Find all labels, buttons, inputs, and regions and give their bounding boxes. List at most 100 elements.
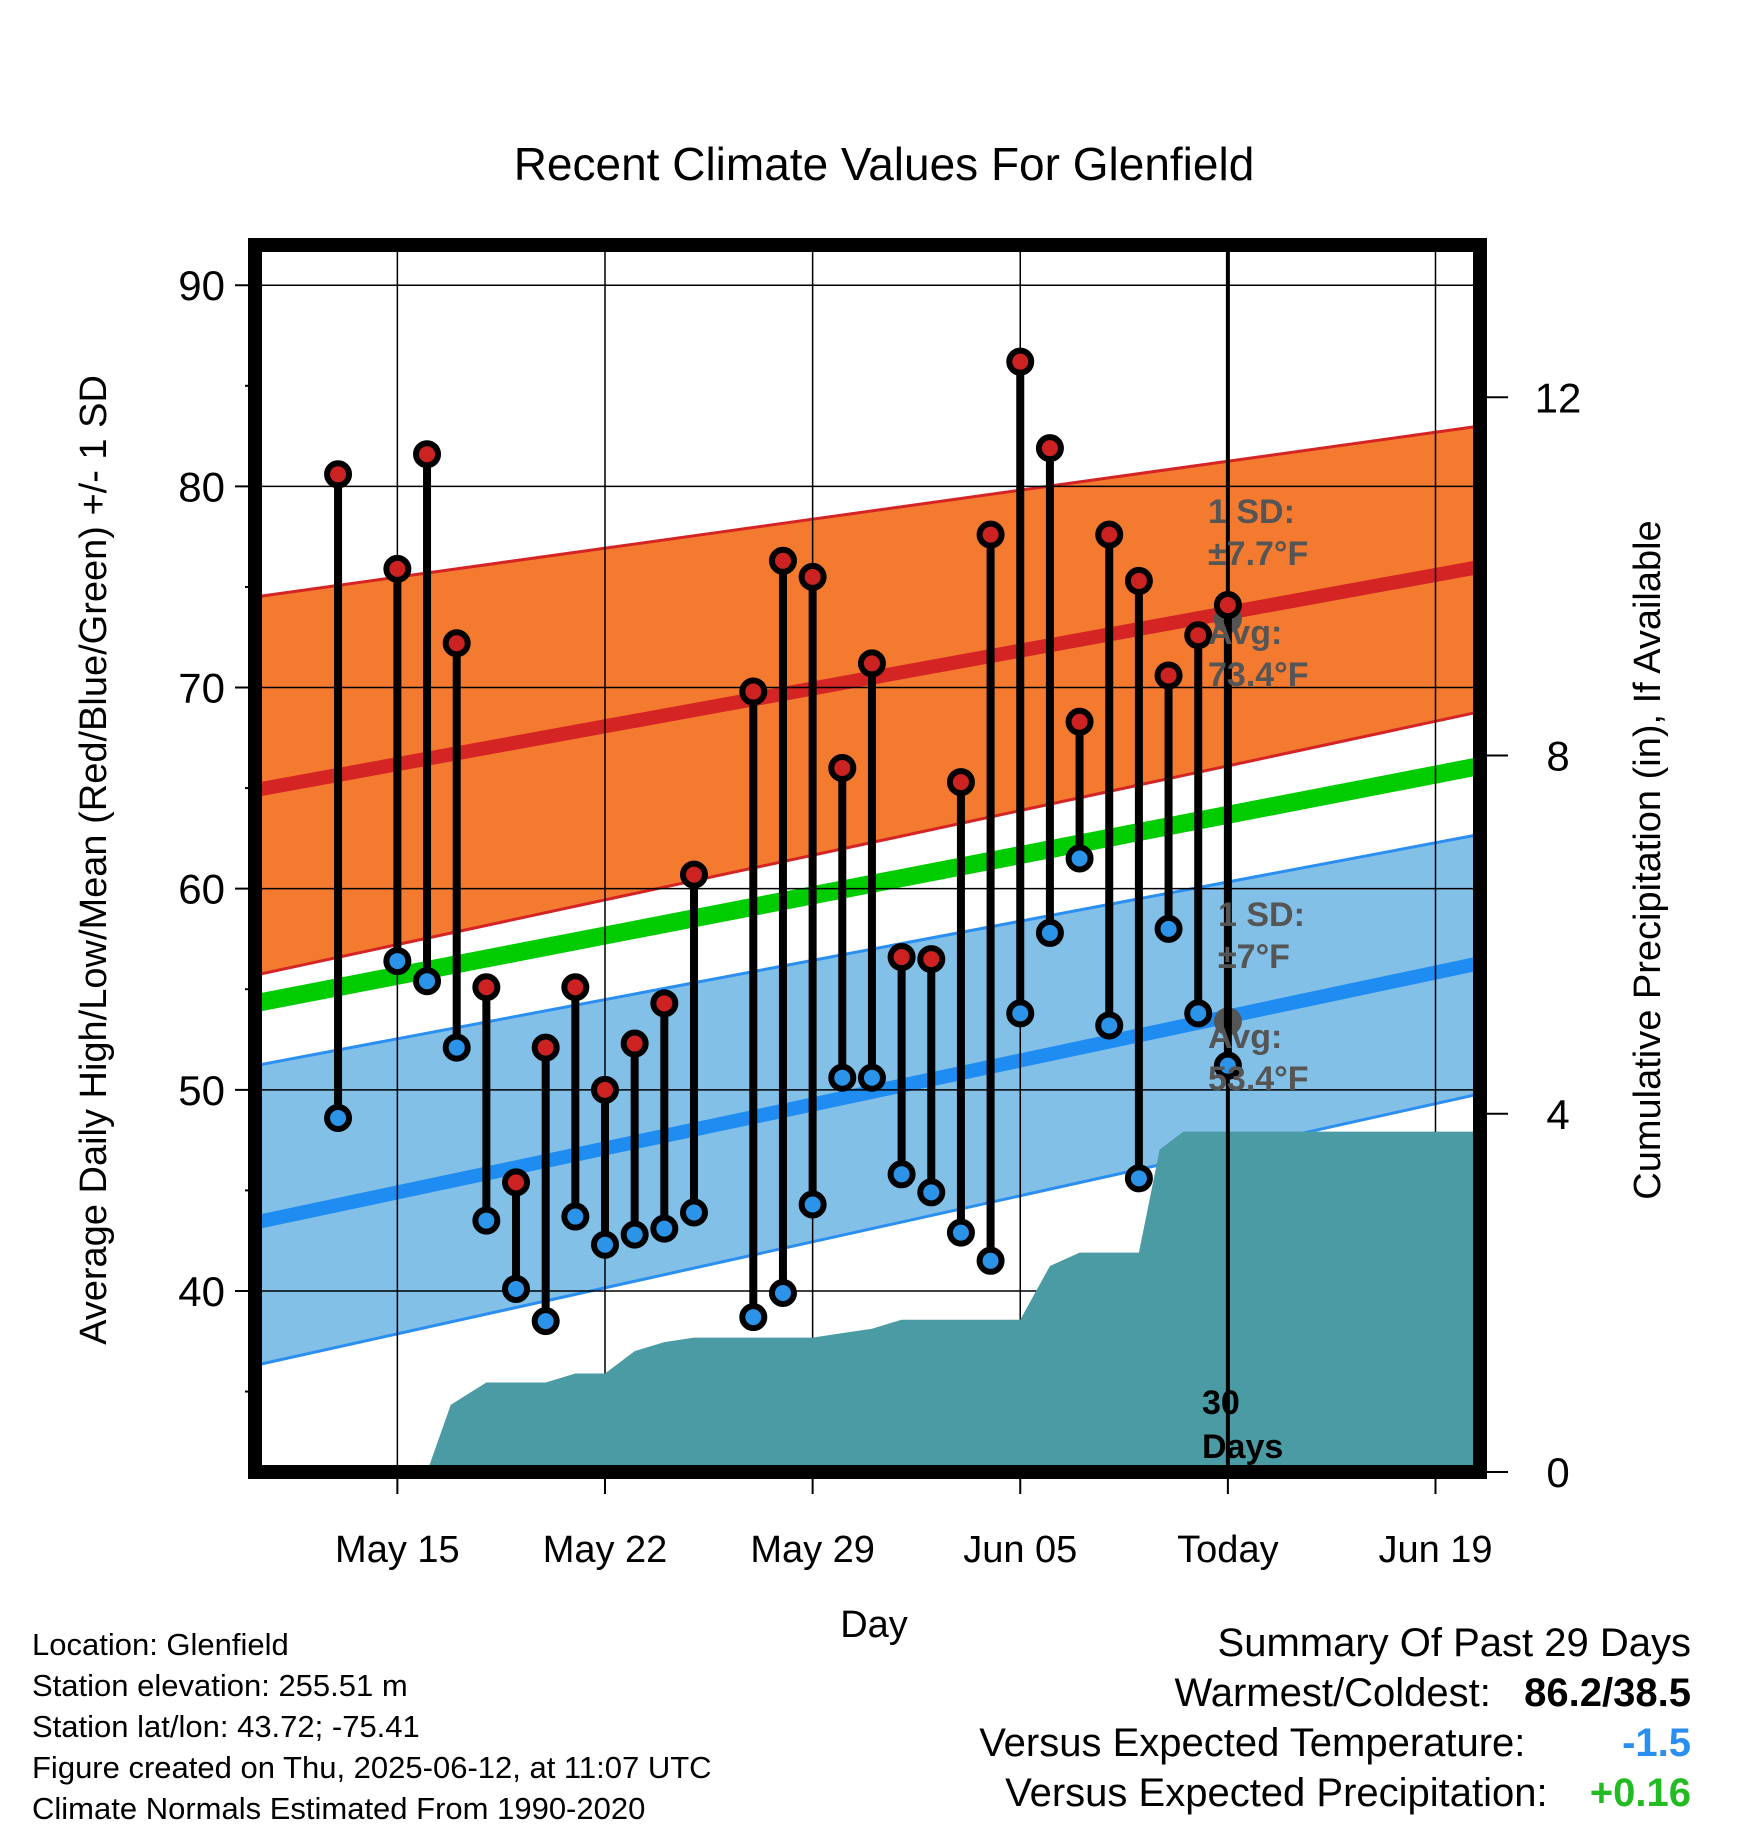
- high-sd-label: 1 SD:: [1208, 493, 1295, 531]
- daily-high-point: [1065, 707, 1094, 736]
- daily-low-point: [502, 1274, 531, 1303]
- daily-low-point: [917, 1178, 946, 1207]
- daily-high-point: [1184, 621, 1213, 650]
- x-tick-label: May 15: [335, 1529, 460, 1571]
- daily-high-point: [798, 562, 827, 591]
- daily-bars-layer: [324, 347, 1242, 1336]
- summary-row-warmest: Warmest/Coldest: 86.2/38.5: [979, 1668, 1691, 1718]
- x-axis-label: Day: [840, 1604, 908, 1646]
- y-tick-label: 50: [178, 1067, 225, 1114]
- temp-anomaly-label: Versus Expected Temperature:: [979, 1721, 1526, 1765]
- y-tick-label: 60: [178, 866, 225, 913]
- low-avg-value: 53.4°F: [1208, 1060, 1309, 1098]
- daily-high-point: [1035, 434, 1064, 463]
- y-axis-label: Average Daily High/Low/Mean (Red/Blue/Gr…: [73, 375, 115, 1345]
- daily-high-point: [828, 753, 857, 782]
- daily-low-point: [442, 1033, 471, 1062]
- daily-high-point: [1213, 591, 1242, 620]
- daily-high-point: [917, 945, 946, 974]
- low-average-line: [253, 956, 1482, 1230]
- daily-low-point: [561, 1202, 590, 1231]
- daily-high-point: [1154, 661, 1183, 690]
- daily-low-point: [798, 1190, 827, 1219]
- daily-low-point: [413, 967, 442, 996]
- daily-high-point: [472, 973, 501, 1002]
- x-tick-label: Jun 19: [1378, 1529, 1492, 1571]
- daily-low-point: [1035, 918, 1064, 947]
- daily-low-point: [1006, 999, 1035, 1028]
- daily-high-point: [650, 989, 679, 1018]
- location-text: Location: Glenfield: [32, 1627, 289, 1662]
- y2-tick-label: 0: [1546, 1449, 1569, 1496]
- y-tick-label: 90: [178, 262, 225, 309]
- precip-anomaly-value: +0.16: [1589, 1771, 1691, 1815]
- daily-low-point: [472, 1206, 501, 1235]
- daily-low-point: [887, 1160, 916, 1189]
- daily-low-point: [679, 1198, 708, 1227]
- daily-low-point: [976, 1246, 1005, 1275]
- x-tick-label: May 29: [750, 1529, 875, 1571]
- cumulative-precip-area: [397, 1131, 1480, 1472]
- y-tick-label: 80: [178, 463, 225, 510]
- daily-high-point: [591, 1075, 619, 1104]
- daily-low-point: [1213, 1051, 1242, 1080]
- daily-high-point: [976, 520, 1005, 549]
- x-tick-label: May 22: [543, 1529, 668, 1571]
- daily-high-point: [679, 860, 708, 889]
- normals-period-text: Climate Normals Estimated From 1990-2020: [32, 1791, 646, 1826]
- low-avg-label: Avg:: [1208, 1018, 1282, 1056]
- precip-area-layer: [397, 1131, 1480, 1472]
- today-days-label-line: 30: [1202, 1384, 1240, 1422]
- y2-tick-label: 4: [1546, 1091, 1569, 1138]
- daily-high-point: [946, 768, 975, 797]
- daily-high-point: [857, 649, 886, 678]
- daily-high-point: [502, 1168, 531, 1197]
- summary-panel: Summary Of Past 29 Days Warmest/Coldest:…: [979, 1618, 1691, 1818]
- latlon-text: Station lat/lon: 43.72; -75.41: [32, 1709, 420, 1744]
- daily-low-point: [620, 1220, 649, 1249]
- daily-low-point: [324, 1103, 353, 1132]
- x-tick-label: Jun 05: [963, 1529, 1077, 1571]
- y2-tick-label: 12: [1535, 374, 1582, 421]
- daily-low-point: [531, 1307, 560, 1336]
- daily-low-point: [828, 1063, 857, 1092]
- created-text: Figure created on Thu, 2025-06-12, at 11…: [32, 1750, 712, 1785]
- today-days-label-line: Days: [1202, 1428, 1283, 1466]
- chart-title: Recent Climate Values For Glenfield: [514, 138, 1255, 190]
- daily-low-point: [1184, 999, 1213, 1028]
- daily-high-point: [413, 440, 442, 469]
- warmest-coldest-label: Warmest/Coldest:: [1174, 1671, 1491, 1715]
- daily-high-point: [1095, 520, 1124, 549]
- daily-low-point: [383, 947, 412, 976]
- daily-high-point: [768, 546, 797, 575]
- daily-high-point: [1124, 566, 1153, 595]
- daily-high-point: [620, 1029, 649, 1058]
- high-sd-band: [255, 426, 1480, 976]
- daily-low-point: [857, 1063, 886, 1092]
- axes-layer: 40 50 60 70 80 90 0 4 8 12 May 15 May 22 May 29 Jun 0…: [178, 238, 1582, 1571]
- daily-low-point: [591, 1230, 619, 1259]
- summary-row-precip: Versus Expected Precipitation: +0.16: [979, 1768, 1691, 1818]
- daily-low-point: [946, 1218, 975, 1247]
- daily-low-point: [739, 1303, 768, 1332]
- daily-high-point: [383, 554, 412, 583]
- low-sd-value: ±7°F: [1218, 938, 1290, 976]
- daily-high-point: [739, 677, 768, 706]
- daily-low-point: [1095, 1011, 1124, 1040]
- y-tick-label: 40: [178, 1268, 225, 1315]
- low-sd-label: 1 SD:: [1218, 896, 1305, 934]
- daily-high-point: [324, 460, 353, 489]
- daily-high-point: [531, 1033, 560, 1062]
- warmest-coldest-value: 86.2/38.5: [1524, 1671, 1691, 1715]
- daily-high-point: [561, 973, 590, 1002]
- high-avg-value: 73.4°F: [1208, 656, 1309, 694]
- elevation-text: Station elevation: 255.51 m: [32, 1668, 408, 1703]
- summary-title: Summary Of Past 29 Days: [1217, 1621, 1691, 1665]
- daily-low-point: [768, 1278, 797, 1307]
- y-tick-label: 70: [178, 665, 225, 712]
- x-tick-label: Today: [1177, 1529, 1278, 1571]
- precip-anomaly-label: Versus Expected Precipitation:: [1005, 1771, 1548, 1815]
- station-info: Location: Glenfield Station elevation: 2…: [32, 1624, 712, 1829]
- y2-axis-label: Cumulative Precipitation (in), If Availa…: [1627, 520, 1669, 1199]
